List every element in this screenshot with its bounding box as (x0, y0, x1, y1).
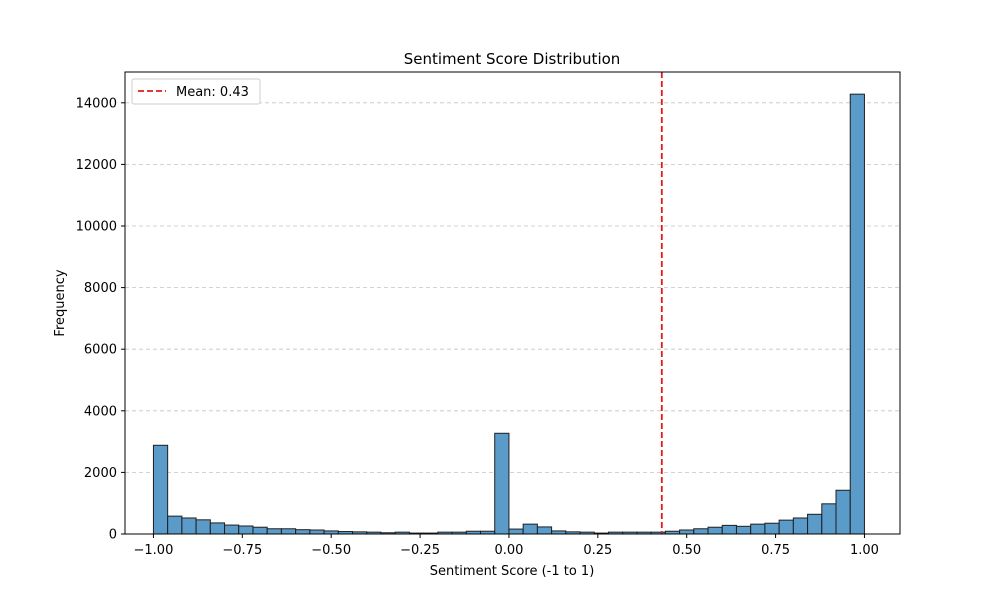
y-tick-label: 8000 (84, 281, 117, 296)
histogram-bar (195, 519, 211, 535)
histogram-bar (508, 528, 524, 535)
histogram-bar (522, 523, 538, 535)
x-tick-label: 1.00 (850, 543, 879, 558)
histogram-bar (750, 523, 766, 535)
histogram-bar (252, 526, 268, 535)
x-tick-label: 0.75 (761, 543, 790, 558)
histogram-bar (266, 528, 282, 535)
y-axis-label: Frequency (53, 269, 68, 336)
histogram-bar (807, 513, 823, 535)
histogram-bar (209, 522, 226, 535)
histogram-bar (792, 517, 809, 535)
histogram-bar (778, 519, 794, 535)
x-axis-ticks: −1.00 −0.75 −0.50 −0.25 0.00 0.25 0.50 0.75 1.00 (134, 534, 879, 558)
y-tick-label: 10000 (76, 220, 117, 235)
x-tick-label: −0.25 (400, 543, 440, 558)
histogram-bar (849, 93, 865, 535)
histogram-bar (494, 432, 510, 535)
y-tick-label: 0 (109, 528, 117, 543)
histogram-bar (295, 529, 311, 535)
plot-frame (124, 71, 901, 535)
histogram-bar (835, 489, 851, 535)
legend-box (131, 78, 261, 105)
histogram-bar (764, 522, 780, 535)
y-gridlines (125, 102, 900, 473)
x-tick-label: 0.50 (672, 543, 701, 558)
x-tick-label: −0.75 (222, 543, 262, 558)
chart-title: Sentiment Score Distribution (404, 50, 621, 68)
histogram-bar (224, 524, 240, 535)
histogram-bar (238, 525, 254, 535)
x-tick-label: 0.00 (494, 543, 523, 558)
histogram-bar (721, 524, 737, 535)
x-tick-label: −0.50 (311, 543, 351, 558)
histogram-bars (152, 93, 865, 535)
histogram-bar (167, 515, 183, 535)
y-tick-label: 2000 (84, 466, 117, 481)
x-axis-label: Sentiment Score (-1 to 1) (430, 564, 595, 579)
histogram-bar (707, 526, 723, 535)
histogram-bar (536, 526, 553, 535)
y-tick-label: 12000 (76, 158, 117, 173)
y-tick-label: 4000 (84, 404, 117, 419)
legend-mean-label: Mean: 0.43 (176, 85, 249, 100)
histogram-bar (181, 517, 197, 535)
legend: Mean: 0.43 (131, 78, 261, 105)
x-tick-label: 0.25 (583, 543, 612, 558)
y-tick-label: 6000 (84, 343, 117, 358)
y-axis-ticks: 0 2000 4000 6000 8000 10000 12000 14000 (76, 96, 125, 543)
histogram-bar (280, 528, 297, 535)
histogram-bar (152, 444, 169, 535)
histogram-bar (309, 529, 325, 535)
histogram-bar (679, 529, 695, 535)
x-tick-label: −1.00 (134, 543, 174, 558)
y-tick-label: 14000 (76, 96, 117, 111)
histogram-bar (693, 528, 709, 535)
histogram-bar (821, 503, 837, 535)
histogram-bar (735, 525, 752, 535)
